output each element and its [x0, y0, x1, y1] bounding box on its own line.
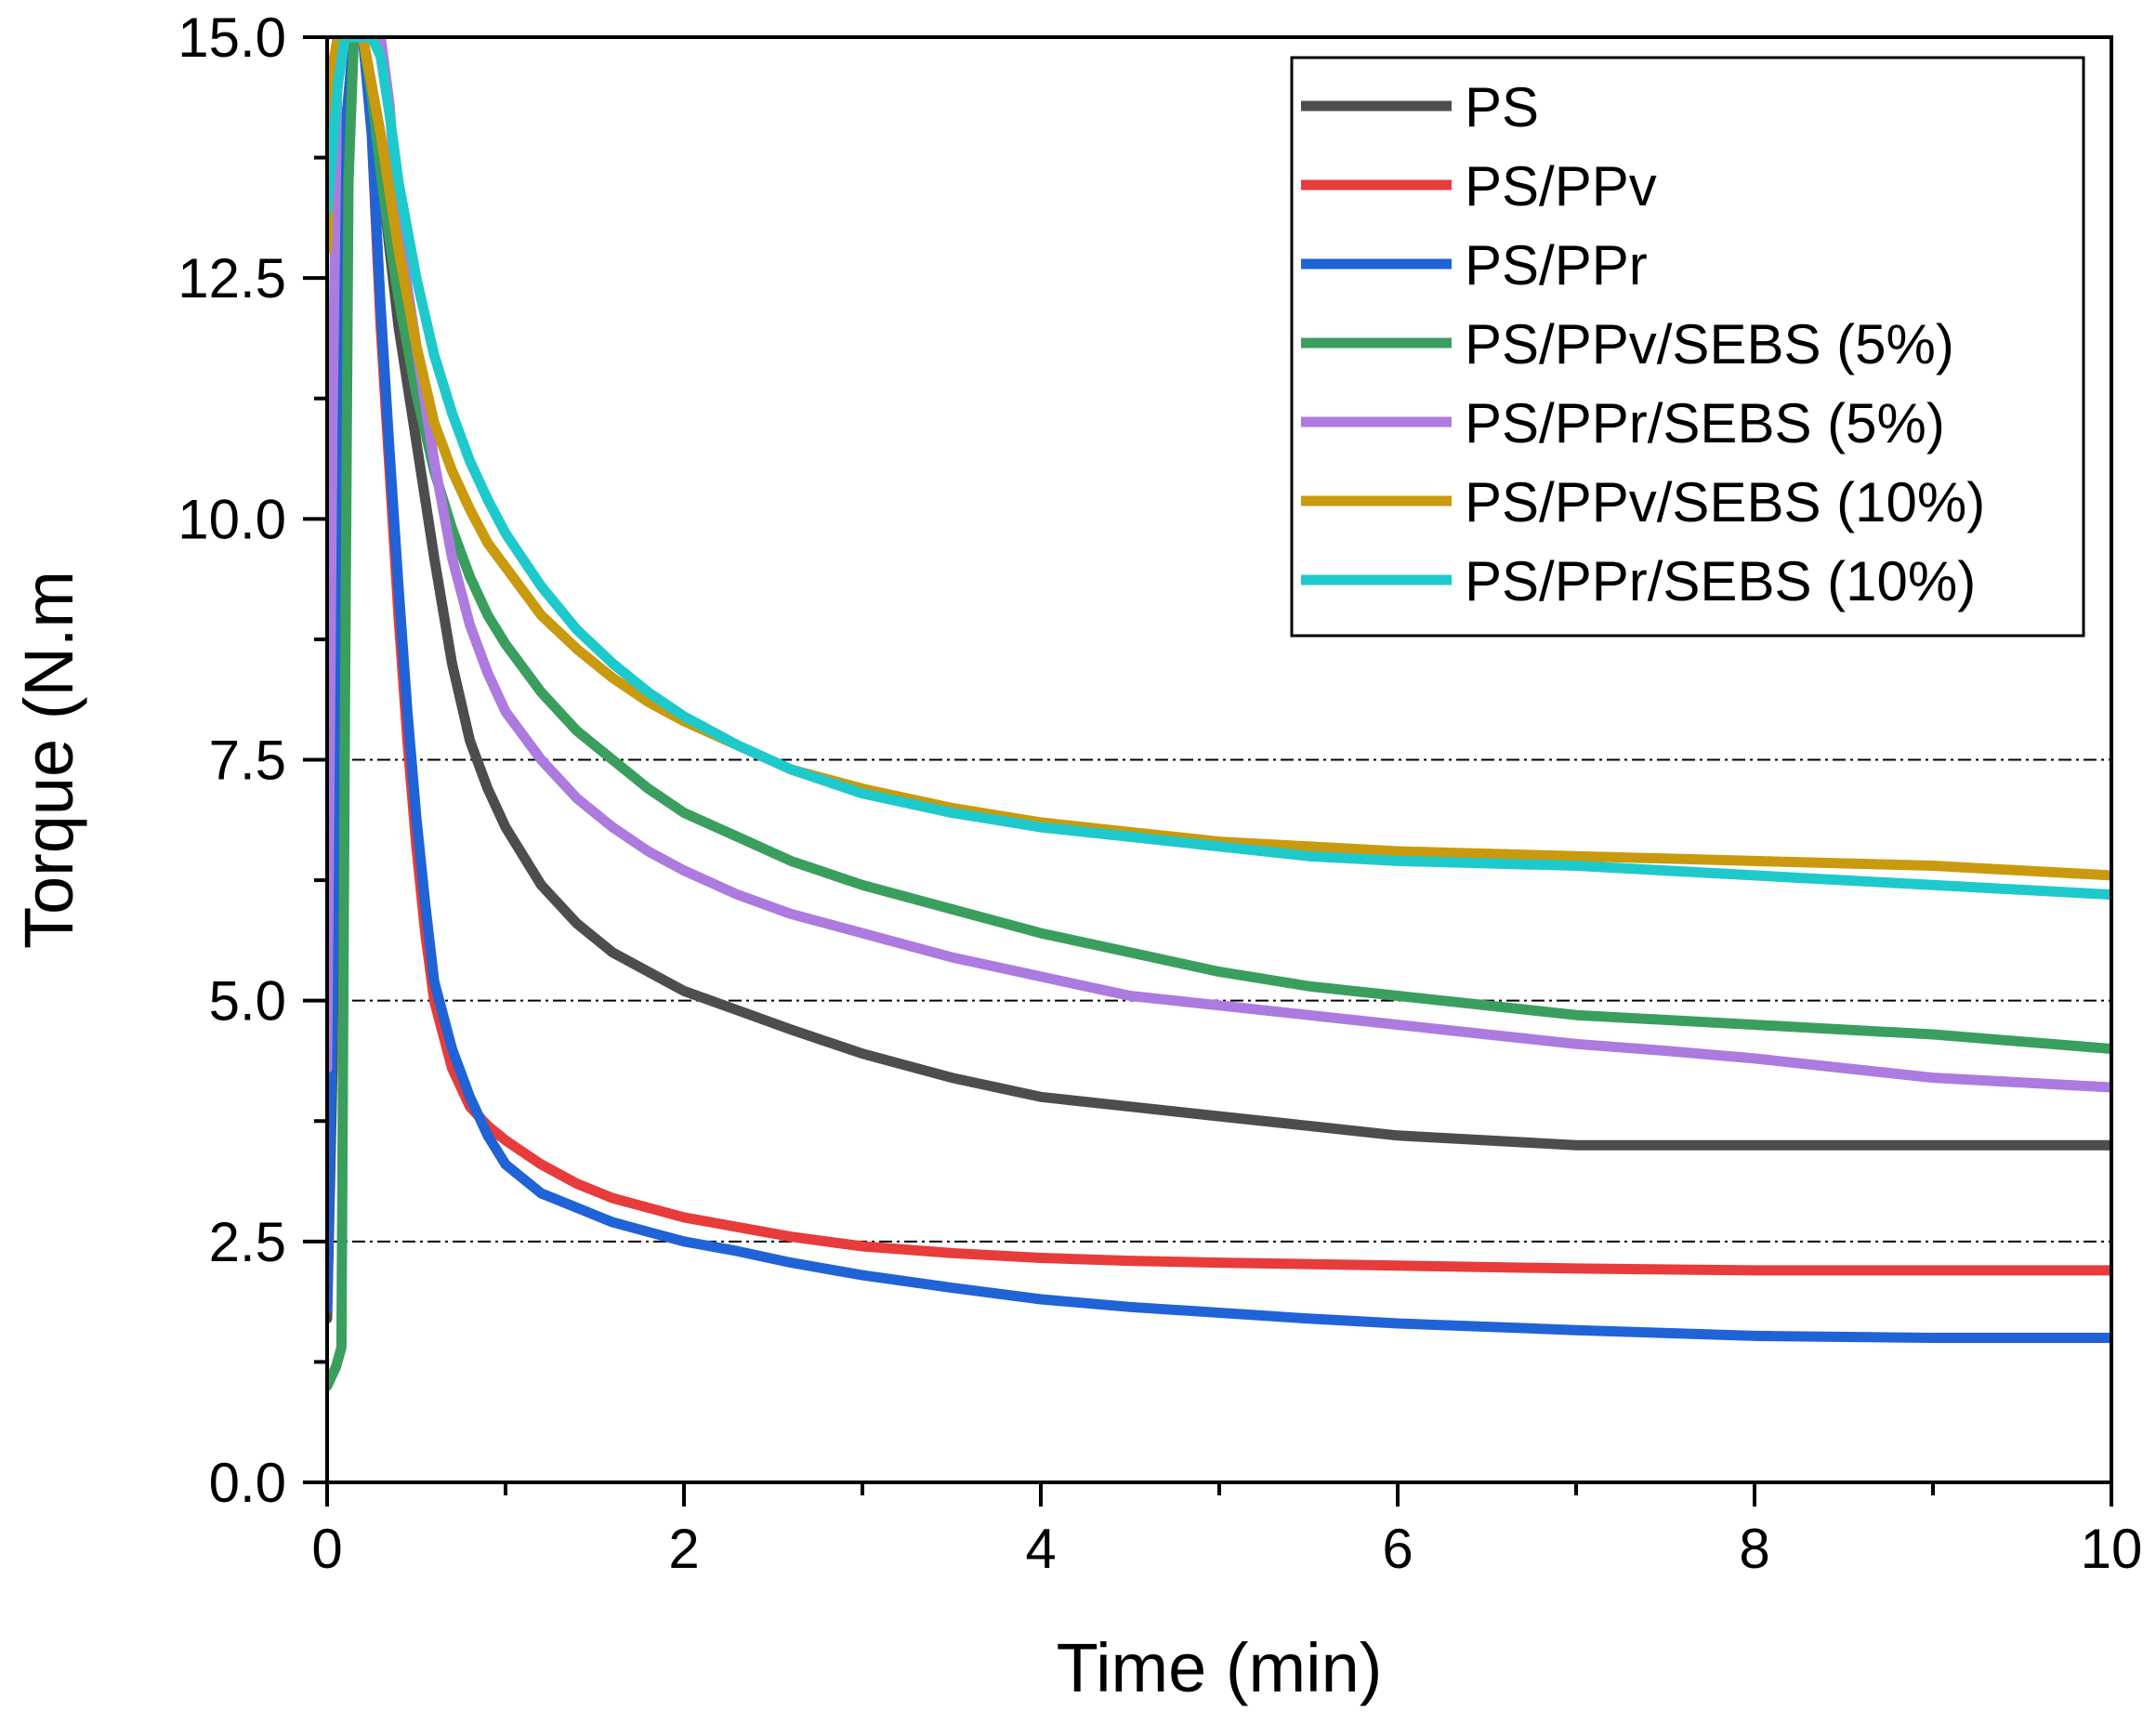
y-tick-label: 12.5 [177, 247, 286, 309]
reference-lines [327, 758, 2111, 1243]
series-lines [327, 37, 2111, 1391]
x-tick-label: 0 [311, 1518, 342, 1580]
axis-tick-labels: 0 2 4 6 8 10 0.0 2.5 5.0 7.5 10.0 12.5 15.0 [177, 7, 2142, 1580]
x-axis-title: Time (min) [1057, 1629, 1383, 1706]
legend: PS PS/PPv PS/PPr PS/PPv/SEBS (5%) PS/PPr/SEB… [1290, 56, 2085, 638]
axis-ticks [303, 35, 2113, 1507]
x-tick-label: 10 [2081, 1518, 2143, 1580]
legend-label-6: PS/PPr/SEBS (10%) [1465, 550, 1976, 612]
series-line-4 [327, 37, 2111, 1093]
legend-label-3: PS/PPv/SEBS (5%) [1465, 313, 1954, 375]
x-tick-label: 6 [1382, 1518, 1413, 1580]
y-tick-label: 15.0 [177, 7, 286, 69]
y-axis-title: Torque (N.m [10, 571, 87, 949]
x-tick-label: 8 [1739, 1518, 1769, 1580]
series-line-5 [327, 37, 2111, 881]
y-tick-label: 2.5 [209, 1211, 286, 1273]
x-tick-label: 4 [1025, 1518, 1056, 1580]
legend-label-5: PS/PPv/SEBS (10%) [1465, 471, 1985, 533]
series-line-6 [327, 37, 2111, 901]
legend-label-1: PS/PPv [1465, 155, 1657, 217]
y-tick-label: 7.5 [209, 730, 286, 792]
y-tick-label: 0.0 [209, 1452, 286, 1514]
legend-label-2: PS/PPr [1465, 234, 1648, 296]
y-tick-label: 10.0 [177, 488, 286, 550]
legend-label-4: PS/PPr/SEBS (5%) [1465, 392, 1945, 454]
y-tick-label: 5.0 [209, 970, 286, 1033]
legend-label-0: PS [1465, 76, 1539, 138]
series-line-3 [327, 37, 2111, 1391]
x-tick-label: 2 [668, 1518, 699, 1580]
